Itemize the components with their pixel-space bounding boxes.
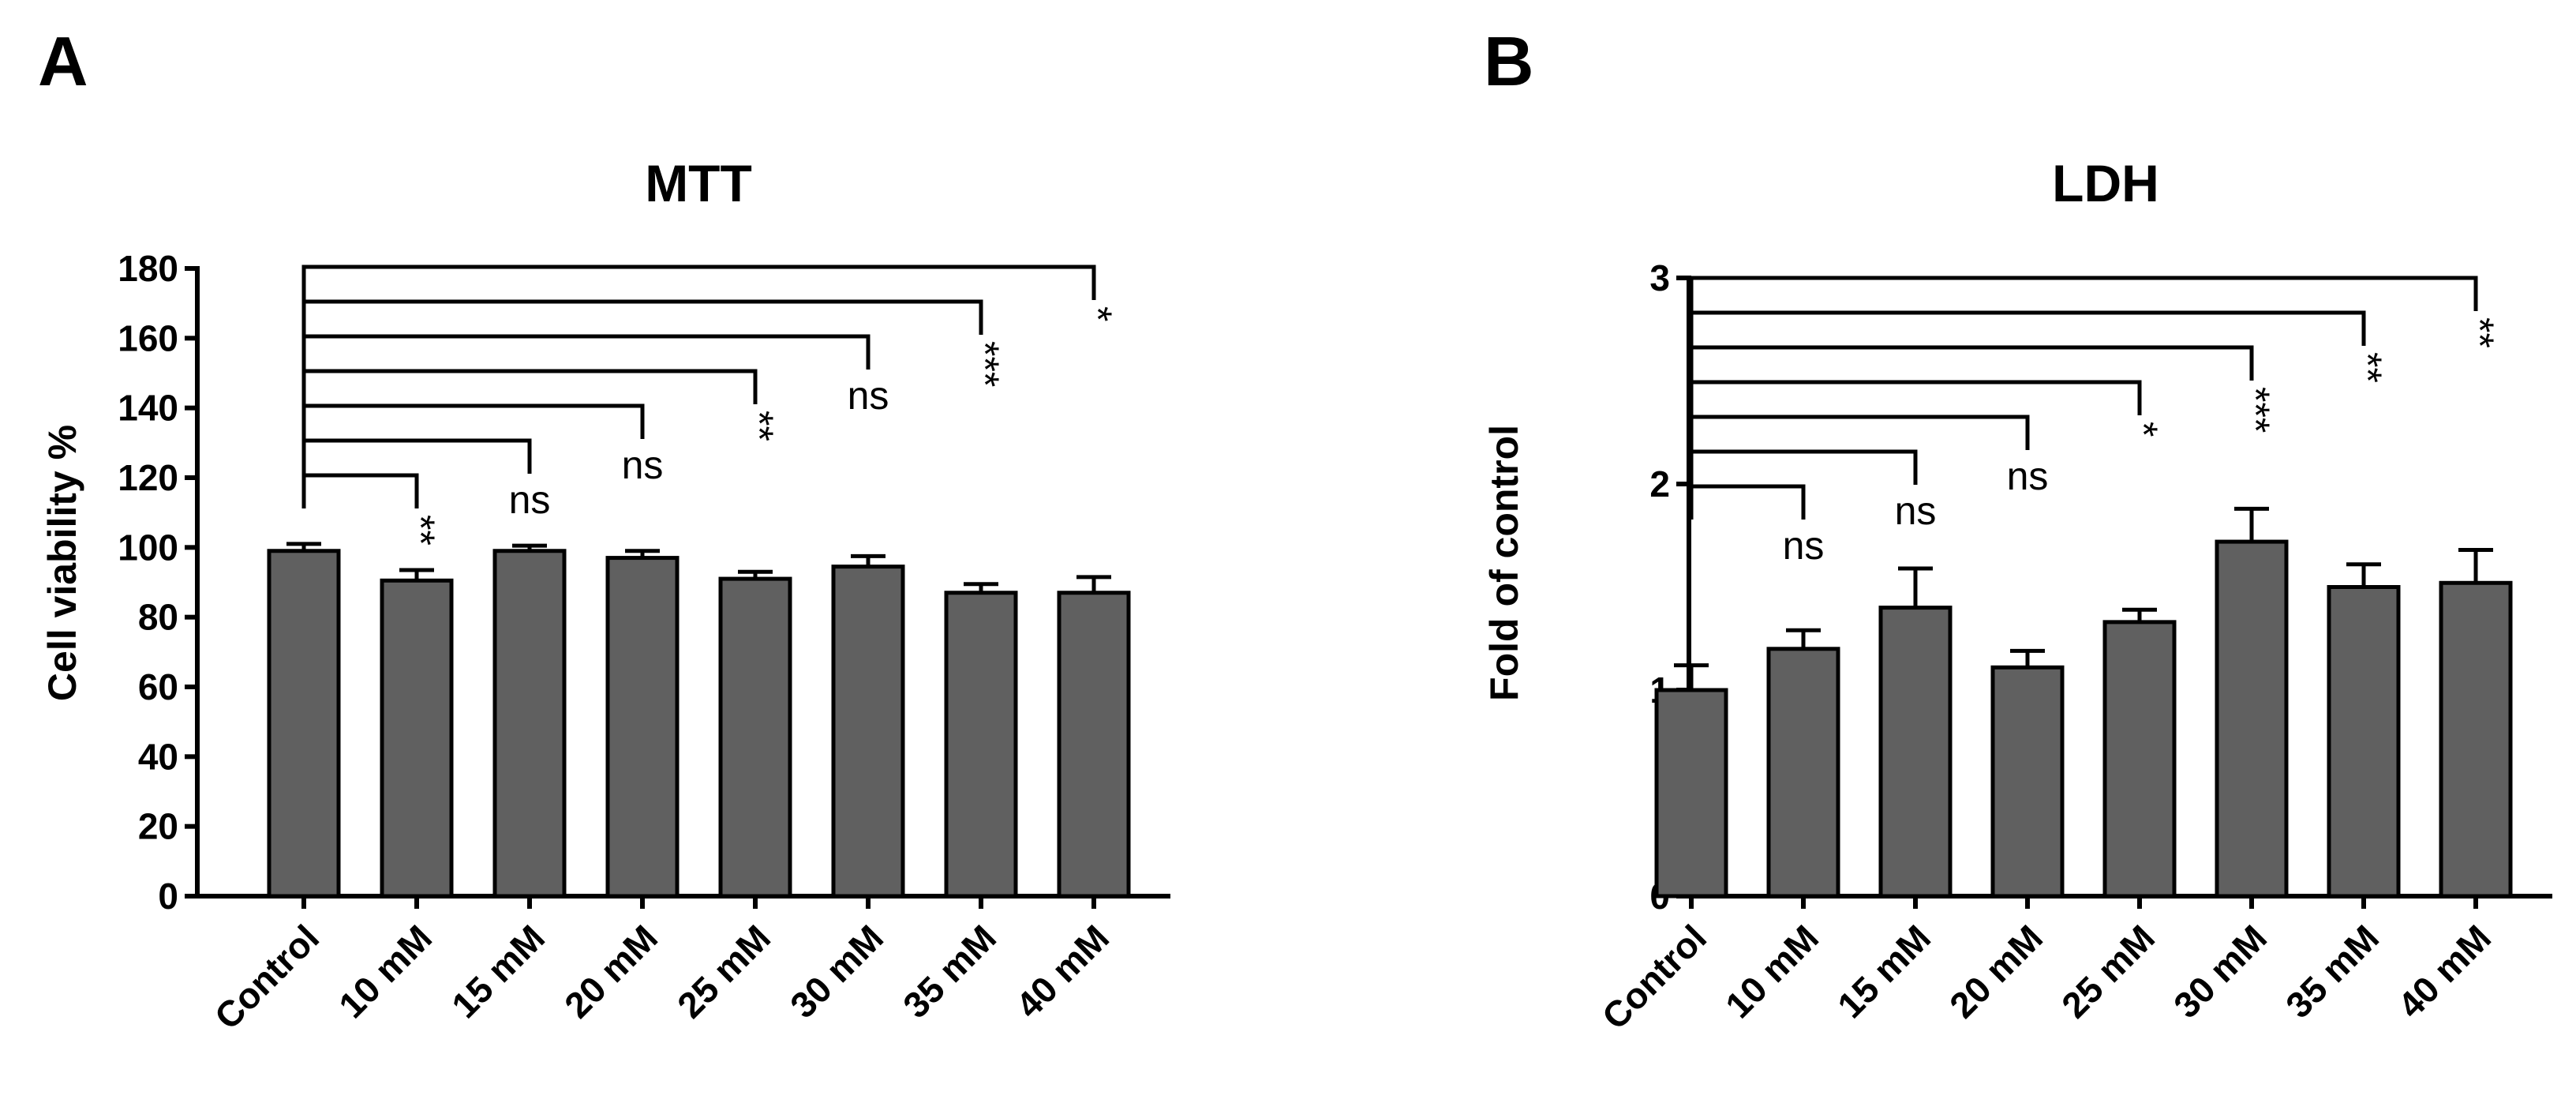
significance-label: **	[399, 515, 443, 546]
bar-35-mm	[2327, 585, 2401, 899]
significance-bracket	[301, 473, 419, 508]
significance-label: *	[1076, 306, 1120, 321]
significance-bracket	[301, 334, 871, 508]
y-tick-label: 0	[158, 876, 178, 917]
bar-25-mm	[2102, 620, 2177, 899]
y-tick-label: 60	[138, 666, 178, 707]
y-tick-label: 180	[118, 248, 178, 289]
x-tick-label: Control	[207, 917, 327, 1037]
significance-label: **	[2458, 317, 2502, 348]
x-tick-label: 20 mM	[556, 917, 665, 1026]
panel-b-ldh-chart: B LDH Fold of control 0123Control10 mM15…	[1482, 22, 2552, 1037]
significance-bracket	[1689, 484, 1806, 520]
significance-label: **	[2346, 352, 2390, 383]
bar-40-mm	[2439, 580, 2513, 899]
bar-20-mm	[1990, 665, 2065, 899]
x-tick-label: Control	[1594, 917, 1714, 1037]
significance-label: **	[737, 411, 781, 441]
x-tick-label: 10 mM	[1717, 917, 1826, 1026]
y-tick-label: 2	[1649, 463, 1670, 505]
bar-20-mm	[605, 556, 680, 899]
x-tick-label: 40 mM	[2390, 917, 2499, 1026]
significance-bracket	[1689, 415, 2030, 520]
panel-a-mtt-chart: A MTT Cell viability % 0 20 40 60 80 100 120 14…	[38, 22, 1170, 1037]
bar-40-mm	[1057, 591, 1131, 899]
x-tick-label: 25 mM	[2054, 917, 2162, 1026]
panel-b-title: LDH	[2052, 154, 2159, 212]
panel-b-y-axis-label: Fold of control	[1482, 425, 1526, 701]
x-tick-label: 35 mM	[2278, 917, 2387, 1026]
y-tick-label: 140	[118, 388, 178, 429]
significance-bracket	[301, 264, 1096, 508]
bar-35-mm	[944, 591, 1018, 899]
x-tick-label: 30 mM	[2166, 917, 2275, 1026]
bar-control	[267, 549, 341, 899]
bar-15-mm	[492, 549, 567, 899]
significance-label: ***	[2233, 387, 2278, 433]
panel-a-title: MTT	[645, 154, 752, 212]
x-tick-label: 30 mM	[782, 917, 891, 1026]
y-tick-label: 3	[1649, 257, 1670, 298]
panel-b-letter: B	[1484, 22, 1534, 100]
significance-label: ns	[848, 373, 889, 418]
y-tick-label: 120	[118, 457, 178, 498]
y-tick-label: 80	[138, 597, 178, 638]
significance-label: ***	[963, 341, 1007, 387]
significance-bracket	[301, 403, 645, 508]
significance-label: ns	[1895, 489, 1937, 533]
panel-a-y-axis-label: Cell viability %	[40, 425, 84, 701]
x-tick-label: 25 mM	[669, 917, 778, 1026]
x-tick-label: 20 mM	[1941, 917, 2050, 1026]
significance-label: ns	[1783, 523, 1825, 568]
y-tick-label: 100	[118, 527, 178, 568]
bar-30-mm	[2215, 539, 2289, 899]
panel-a-letter: A	[38, 22, 88, 100]
bar-15-mm	[1878, 606, 1953, 899]
significance-label: ns	[509, 478, 551, 522]
y-tick-label: 20	[138, 806, 178, 847]
bar-25-mm	[718, 576, 792, 899]
y-tick-label: 160	[118, 317, 178, 358]
significance-label: ns	[2007, 454, 2049, 498]
significance-label: ns	[622, 443, 664, 487]
x-tick-label: 10 mM	[331, 917, 440, 1026]
significance-bracket	[1689, 345, 2254, 520]
bar-10-mm	[380, 578, 454, 899]
x-tick-label: 35 mM	[895, 917, 1004, 1026]
x-tick-label: 40 mM	[1008, 917, 1117, 1026]
bar-10-mm	[1766, 647, 1840, 899]
bar-30-mm	[831, 565, 905, 899]
bar-control	[1654, 688, 1728, 899]
significance-bracket	[1689, 276, 2478, 520]
significance-label: *	[2121, 422, 2166, 437]
x-tick-label: 15 mM	[1829, 917, 1938, 1026]
y-tick-label: 40	[138, 736, 178, 777]
x-tick-label: 15 mM	[444, 917, 552, 1026]
